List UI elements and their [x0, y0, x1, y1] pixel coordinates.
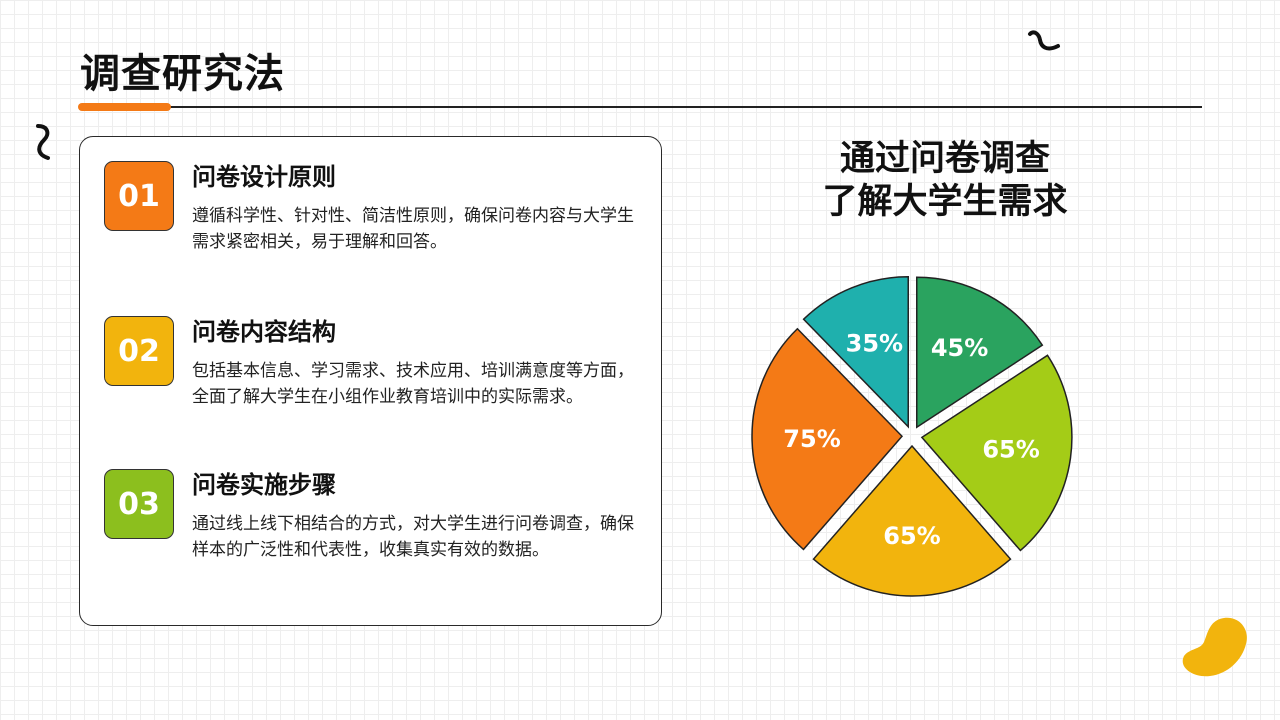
- chart-title: 通过问卷调查 了解大学生需求: [760, 138, 1130, 224]
- item-title: 问卷设计原则: [192, 163, 336, 191]
- squiggle-decoration-left: [36, 124, 50, 160]
- item-title: 问卷实施步骤: [192, 471, 336, 499]
- chart-title-line-2: 了解大学生需求: [822, 182, 1068, 222]
- item-description: 遵循科学性、针对性、简洁性原则，确保问卷内容与大学生需求紧密相关，易于理解和回答…: [192, 206, 634, 252]
- pie-slice-4: [812, 444, 1012, 597]
- number-badge: 02: [104, 316, 174, 386]
- survey-method-card: 01 问卷设计原则 遵循科学性、针对性、简洁性原则，确保问卷内容与大学生需求紧密…: [79, 136, 662, 626]
- title-accent-bar: [78, 103, 171, 111]
- item-description: 包括基本信息、学习需求、技术应用、培训满意度等方面，全面了解大学生在小组作业教育…: [192, 361, 634, 407]
- page-title: 调查研究法: [80, 51, 285, 97]
- pie-slice-3: [920, 354, 1073, 552]
- pie-slice-label-3: 65%: [982, 436, 1039, 464]
- pie-slice-1: [802, 275, 909, 429]
- pie-slice-label-1: 35%: [846, 329, 903, 357]
- pie-slice-5: [751, 327, 904, 551]
- pie-chart: 35% 45% 65% 65% 75%: [751, 275, 1073, 597]
- squiggle-decoration-top: [1028, 30, 1060, 51]
- pie-slice-2: [916, 276, 1044, 429]
- chart-title-line-1: 通过问卷调查: [839, 139, 1050, 179]
- item-description: 通过线上线下相结合的方式，对大学生进行问卷调查，确保样本的广泛性和代表性，收集真…: [192, 514, 634, 560]
- number-badge: 01: [104, 161, 174, 231]
- blob-decoration: [1182, 617, 1247, 677]
- number-badge: 03: [104, 469, 174, 539]
- pie-slice-label-5: 75%: [783, 425, 840, 453]
- title-divider: [80, 106, 1202, 108]
- pie-slice-label-2: 45%: [931, 334, 988, 362]
- pie-slice-label-4: 65%: [883, 522, 940, 550]
- item-title: 问卷内容结构: [192, 318, 336, 346]
